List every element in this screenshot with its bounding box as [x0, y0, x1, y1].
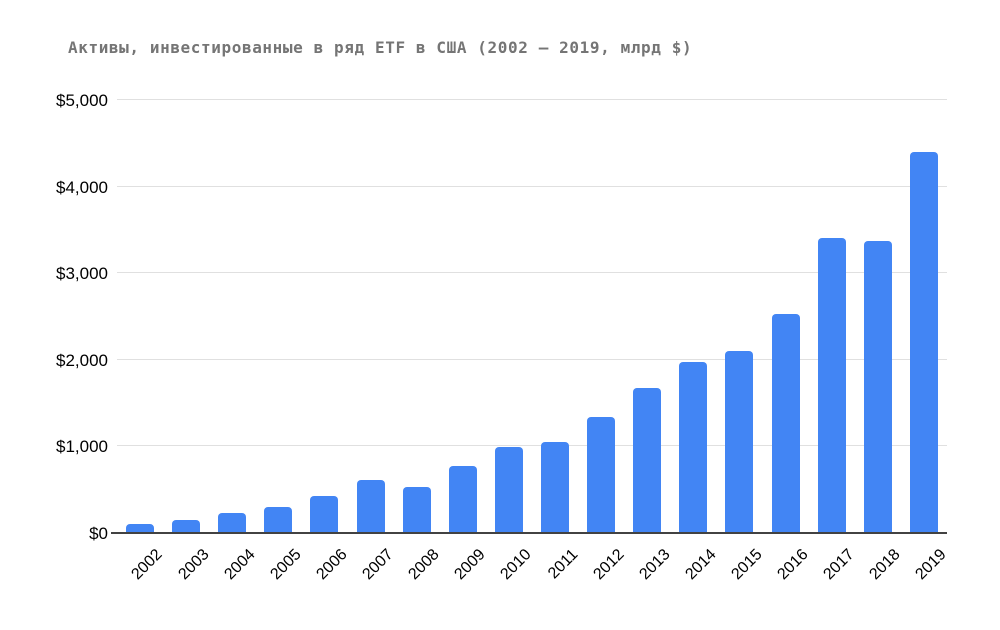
x-axis-label-2010: 2010 — [497, 546, 535, 584]
y-axis-label-1000: $1,000 — [56, 437, 108, 457]
x-axis-label-2011: 2011 — [544, 546, 582, 583]
bar-2007 — [356, 480, 385, 533]
x-axis-label-2012: 2012 — [589, 546, 628, 584]
bar-2009 — [448, 465, 477, 533]
x-axis-label-2003: 2003 — [174, 546, 213, 584]
x-axis-label-2019: 2019 — [912, 546, 950, 584]
bar-slot-2005 — [255, 100, 301, 533]
bar-slot-2015 — [716, 100, 762, 533]
bar-2002 — [126, 524, 155, 533]
bar-slot-2018 — [855, 100, 901, 533]
bar-2013 — [633, 387, 662, 533]
x-axis-label-2015: 2015 — [728, 546, 766, 584]
y-axis-labels: $0 $1,000 $2,000 $3,000 $4,000 $5,000 — [0, 92, 108, 542]
x-axis-label-2002: 2002 — [128, 546, 167, 584]
x-axis-label-2004: 2004 — [221, 546, 259, 584]
gridline-1000 — [117, 445, 947, 447]
bar-slot-2009 — [440, 100, 486, 533]
x-axis-label-2006: 2006 — [313, 546, 351, 584]
x-slot-2004: 2004 — [209, 534, 258, 604]
x-slot-2011: 2011 — [532, 534, 581, 604]
x-axis-label-2009: 2009 — [451, 546, 489, 584]
x-slot-2019: 2019 — [901, 534, 950, 604]
bar-slot-2002 — [117, 100, 163, 533]
x-slot-2007: 2007 — [348, 534, 397, 604]
bars-container — [117, 100, 947, 533]
x-slot-2006: 2006 — [301, 534, 350, 604]
bar-2015 — [725, 351, 754, 533]
bar-2016 — [771, 314, 800, 533]
bar-slot-2006 — [301, 100, 347, 533]
x-slot-2014: 2014 — [670, 534, 719, 604]
bar-2019 — [909, 152, 938, 533]
bar-2014 — [679, 362, 708, 533]
bar-2003 — [172, 519, 201, 533]
x-axis-label-2013: 2013 — [636, 546, 674, 584]
x-slot-2018: 2018 — [855, 534, 904, 604]
bar-2006 — [310, 496, 339, 533]
bar-2005 — [264, 506, 293, 533]
x-slot-2013: 2013 — [624, 534, 673, 604]
gridline-2000 — [117, 358, 947, 360]
y-axis-label-3000: $3,000 — [56, 264, 108, 284]
y-axis-label-0: $0 — [89, 524, 108, 543]
bar-slot-2003 — [163, 100, 209, 533]
gridline-5000 — [117, 99, 947, 100]
bar-slot-2010 — [486, 100, 532, 533]
bar-slot-2007 — [348, 100, 394, 533]
x-axis-label-2018: 2018 — [866, 546, 904, 584]
x-slot-2003: 2003 — [163, 534, 212, 604]
bar-2008 — [402, 487, 431, 533]
x-slot-2017: 2017 — [809, 534, 858, 604]
x-slot-2012: 2012 — [578, 534, 627, 604]
bar-slot-2011 — [532, 100, 578, 533]
bar-2012 — [587, 417, 616, 533]
x-axis-label-2005: 2005 — [267, 546, 305, 584]
bar-slot-2016 — [763, 100, 809, 533]
x-slot-2010: 2010 — [486, 534, 535, 604]
bar-slot-2004 — [209, 100, 255, 533]
bar-2011 — [541, 442, 570, 533]
bar-2018 — [863, 241, 892, 533]
bar-2004 — [218, 513, 247, 533]
x-slot-2015: 2015 — [716, 534, 765, 604]
x-axis-label-2017: 2017 — [820, 546, 858, 584]
bar-slot-2019 — [901, 100, 947, 533]
y-axis-label-4000: $4,000 — [56, 177, 108, 197]
bar-2017 — [817, 238, 846, 533]
y-axis-label-5000: $5,000 — [56, 91, 108, 110]
x-slot-2009: 2009 — [440, 534, 489, 604]
x-axis-label-2007: 2007 — [359, 546, 397, 584]
x-axis-label-2008: 2008 — [405, 546, 443, 584]
bar-slot-2012 — [578, 100, 624, 533]
bar-slot-2013 — [624, 100, 670, 533]
x-axis-label-2016: 2016 — [774, 546, 812, 584]
plot-area — [111, 99, 947, 534]
bar-slot-2017 — [809, 100, 855, 533]
bar-slot-2008 — [394, 100, 440, 533]
x-slot-2016: 2016 — [763, 534, 812, 604]
gridline-3000 — [117, 272, 947, 274]
x-axis-labels: 2002 2003 2004 2005 2006 2007 2008 2009 2010 2011… — [117, 534, 950, 604]
x-axis-label-2014: 2014 — [682, 546, 720, 584]
gridline-4000 — [117, 185, 947, 187]
bar-slot-2014 — [670, 100, 716, 533]
chart-title: Активы, инвестированные в ряд ETF в США … — [68, 38, 693, 57]
x-slot-2005: 2005 — [255, 534, 304, 604]
x-axis-line — [111, 532, 947, 534]
x-slot-2002: 2002 — [117, 534, 166, 604]
bar-2010 — [494, 447, 523, 533]
x-slot-2008: 2008 — [394, 534, 443, 604]
y-axis-label-2000: $2,000 — [56, 350, 108, 370]
